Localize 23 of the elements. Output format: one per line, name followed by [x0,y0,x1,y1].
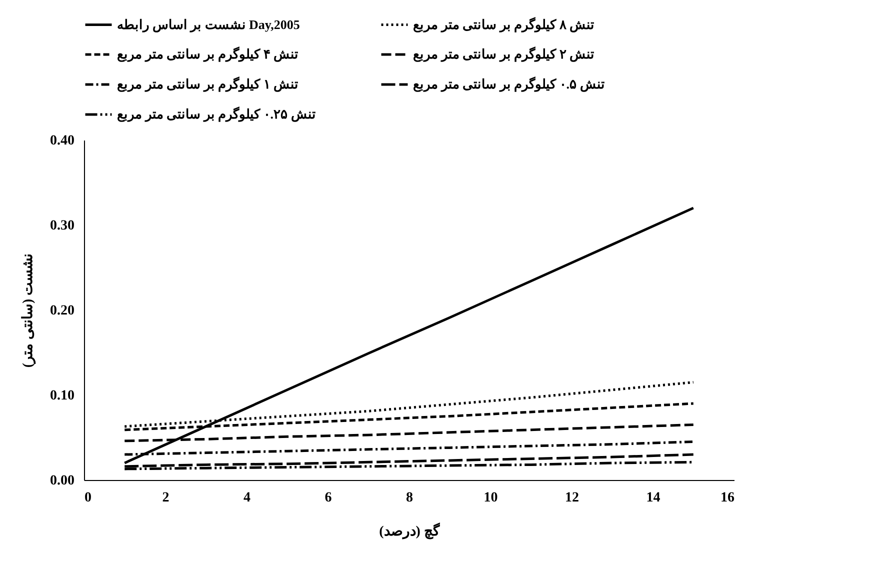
x-tick-label: 4 [244,490,250,506]
legend-label: نشست بر اساس رابطه Day,2005 [117,16,300,33]
x-tick-label: 14 [646,490,660,506]
y-tick-label: 0.30 [50,218,74,234]
y-tick-label: 0.20 [50,304,74,318]
y-axis-title: نشست (سانتی متر) [21,253,36,368]
x-tick-label: 12 [565,490,579,506]
legend-label: تنش ۰.۵ کیلوگرم بر سانتی متر مربع [413,76,605,92]
legend-label: تنش ۸ کیلوگرم بر سانتی متر مربع [413,16,594,33]
x-tick-label: 16 [720,490,734,506]
x-tick-label: 0 [84,490,92,506]
x-tick-label: 6 [324,490,332,506]
y-tick-label: 0.10 [50,388,74,404]
legend-label: تنش ۰.۲۵ کیلوگرم بر سانتی متر مربع [117,106,316,122]
x-tick-label: 8 [406,490,413,506]
x-tick-label: 10 [484,490,498,506]
y-tick-label: 0.40 [50,134,74,148]
legend-label: تنش ۴ کیلوگرم بر سانتی متر مربع [117,46,298,62]
legend-label: تنش ۲ کیلوگرم بر سانتی متر مربع [413,46,594,62]
x-tick-label: 2 [162,490,170,506]
legend-label: تنش ۱ کیلوگرم بر سانتی متر مربع [117,76,298,92]
x-axis-title: گچ (درصد) [379,522,440,540]
y-tick-label: 0.00 [50,474,74,488]
